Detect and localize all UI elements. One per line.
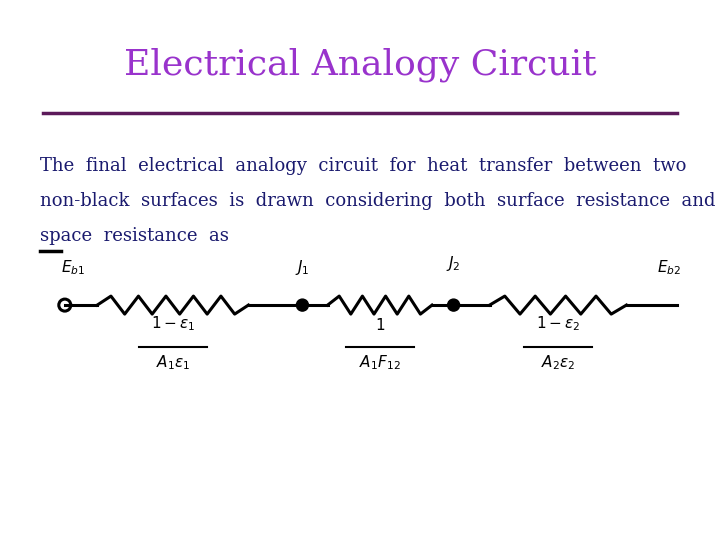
Circle shape: [297, 299, 308, 311]
Text: $A_2\epsilon_2$: $A_2\epsilon_2$: [541, 353, 575, 372]
Text: Electrical Analogy Circuit: Electrical Analogy Circuit: [124, 48, 596, 82]
Text: $E_{b2}$: $E_{b2}$: [657, 259, 681, 277]
Text: $J_2$: $J_2$: [446, 254, 461, 273]
Text: $A_1\epsilon_1$: $A_1\epsilon_1$: [156, 353, 190, 372]
Text: $1-\epsilon_2$: $1-\epsilon_2$: [536, 314, 580, 333]
Text: $E_{b1}$: $E_{b1}$: [60, 259, 85, 277]
Circle shape: [448, 299, 459, 311]
Text: $A_1 F_{12}$: $A_1 F_{12}$: [359, 353, 401, 372]
Text: The  final  electrical  analogy  circuit  for  heat  transfer  between  two: The final electrical analogy circuit for…: [40, 157, 686, 174]
Text: non-black  surfaces  is  drawn  considering  both  surface  resistance  and: non-black surfaces is drawn considering …: [40, 192, 715, 210]
Text: space  resistance  as: space resistance as: [40, 227, 228, 245]
Text: $1$: $1$: [375, 317, 385, 333]
Text: $1-\epsilon_1$: $1-\epsilon_1$: [150, 314, 195, 333]
Text: $J_1$: $J_1$: [295, 258, 310, 277]
